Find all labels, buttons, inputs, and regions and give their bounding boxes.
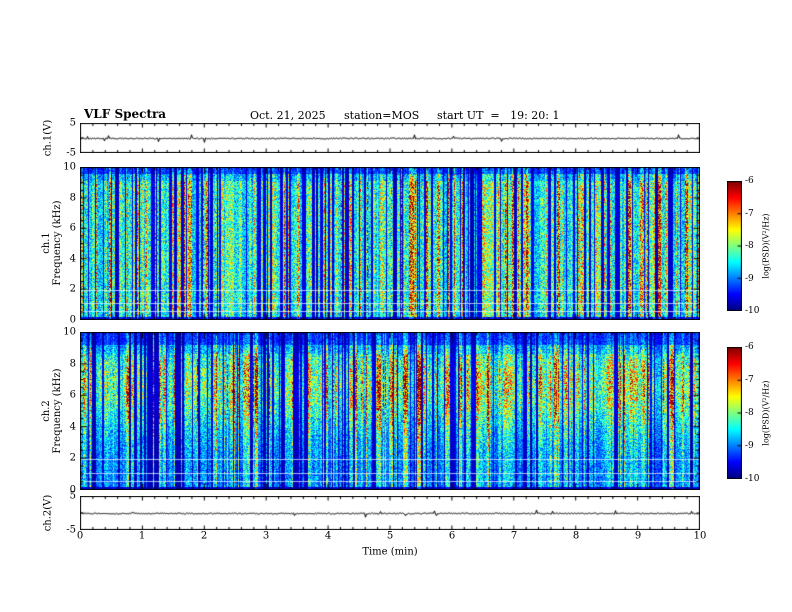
x-tick-label: 3 (262, 530, 270, 542)
x-tick-label: 1 (138, 530, 146, 542)
y-tick-label-ch2-spec: 8 (69, 358, 76, 370)
y-tick-label-ch2-spec: 10 (63, 326, 76, 338)
y-tick-label-ch2-spec: 4 (69, 421, 76, 433)
colorbar1-tick-label: -9 (745, 273, 754, 284)
x-tick-label: 2 (200, 530, 208, 542)
y-tick-label-ch1-spec: 6 (69, 222, 76, 234)
y-tick-label-ch2-wave: -5 (66, 524, 76, 536)
ch1-spectrogram-panel (80, 167, 700, 320)
colorbar2-tick-label: -9 (745, 441, 754, 451)
ch2-wave-axis-label: ch.2(V) (42, 494, 54, 532)
y-tick-label-ch1-spec: 2 (69, 283, 76, 295)
ch2-waveform-panel (80, 496, 700, 530)
colorbar2-tick-label: -8 (745, 408, 754, 418)
y-tick-label-ch2-spec: 6 (69, 389, 76, 401)
x-tick-label: 7 (510, 530, 518, 542)
colorbar2-tick-label: -10 (745, 474, 760, 484)
x-tick-label: 5 (386, 530, 394, 542)
colorbar-ch2 (727, 347, 742, 479)
x-tick-label: 4 (324, 530, 332, 542)
y-tick-label-ch1-wave: -5 (66, 147, 76, 159)
y-tick-label-ch2-spec: 0 (69, 484, 76, 496)
colorbar-ch1 (727, 181, 742, 311)
y-tick-label-ch2-wave: 5 (69, 490, 76, 502)
figure-title: VLF Spectra (84, 107, 167, 121)
ch2-spec-axis-label: Frequency (kHz) (52, 368, 63, 454)
x-axis-label: Time (min) (362, 546, 418, 558)
ch1-waveform-panel (80, 123, 700, 153)
colorbar1-tick-label: -6 (745, 176, 754, 186)
figure-station: station=MOS (344, 109, 420, 122)
ch1-spec-channel-label: ch.1 (41, 232, 52, 254)
colorbar2-tick-label: -7 (745, 375, 754, 385)
figure-date: Oct. 21, 2025 (250, 109, 326, 122)
colorbar1-axis-label: log(PSD)(V²/Hz) (761, 213, 771, 279)
y-tick-label-ch1-spec: 10 (63, 161, 76, 173)
colorbar2-axis-label: log(PSD)(V²/Hz) (761, 380, 771, 446)
y-tick-label-ch1-spec: 8 (69, 192, 76, 204)
x-tick-label: 9 (634, 530, 642, 542)
ch1-spec-axis-label: Frequency (kHz) (52, 200, 63, 286)
x-tick-label: 8 (572, 530, 580, 542)
x-tick-label: 0 (76, 530, 84, 542)
y-tick-label-ch1-spec: 4 (69, 253, 76, 265)
ch2-spectrogram-panel (80, 332, 700, 490)
colorbar1-tick-label: -7 (745, 208, 754, 219)
figure-start-ut: start UT = 19: 20: 1 (437, 109, 560, 122)
x-tick-label: 10 (693, 530, 707, 542)
ch2-spec-channel-label: ch.2 (41, 400, 52, 422)
x-tick-label: 6 (448, 530, 456, 542)
ch1-wave-axis-label: ch.1(V) (42, 119, 54, 157)
y-tick-label-ch1-wave: 5 (69, 117, 76, 129)
y-tick-label-ch1-spec: 0 (69, 314, 76, 326)
y-tick-label-ch2-spec: 2 (69, 452, 76, 464)
colorbar1-tick-label: -10 (745, 306, 760, 316)
colorbar2-tick-label: -6 (745, 342, 754, 352)
colorbar1-tick-label: -8 (745, 241, 754, 251)
